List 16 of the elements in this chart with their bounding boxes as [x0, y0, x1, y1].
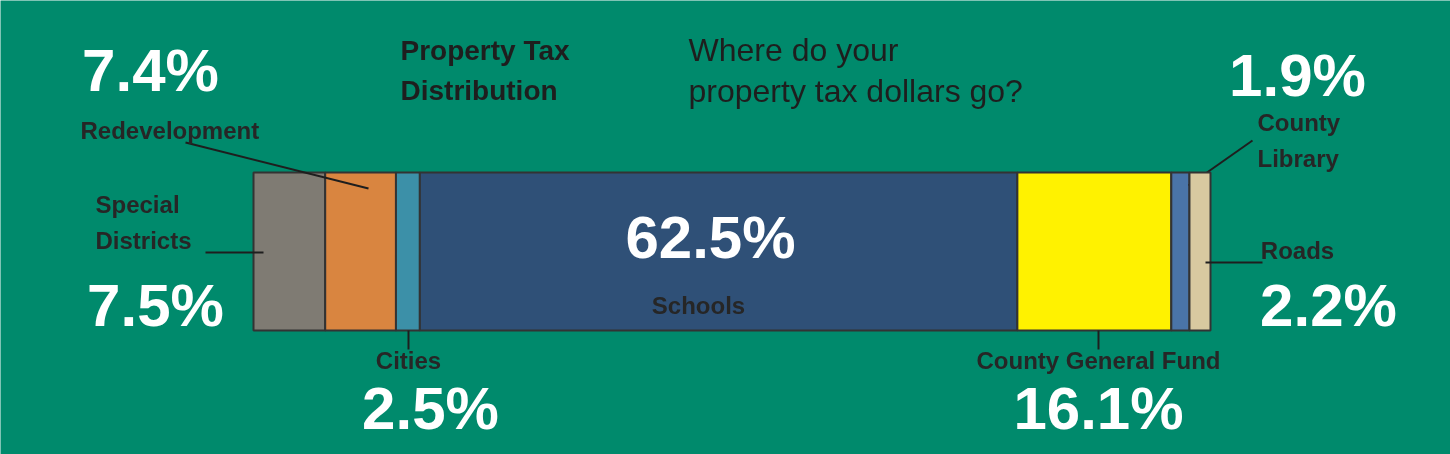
series-label: Schools: [651, 292, 746, 319]
text: County Library: [1257, 109, 1341, 172]
text: Special Districts: [95, 191, 192, 254]
text: Redevelopment: [80, 117, 260, 144]
data-label: 7.5%: [87, 272, 224, 339]
series-label: County General Fund: [976, 347, 1221, 374]
data-label: 16.1%: [1013, 375, 1184, 442]
data-label: 62.5%: [625, 204, 796, 271]
data-label: 2.2%: [1260, 272, 1397, 339]
data-label: 7.4%: [82, 37, 219, 104]
text: Roads: [1260, 237, 1335, 264]
series-label: Cities: [375, 347, 442, 374]
chart-subtitle: Where do your property tax dollars go?: [688, 31, 1023, 110]
data-label: 2.5%: [362, 375, 499, 442]
data-label: 1.9%: [1229, 42, 1366, 109]
chart-title: Property Tax Distribution: [400, 34, 571, 107]
